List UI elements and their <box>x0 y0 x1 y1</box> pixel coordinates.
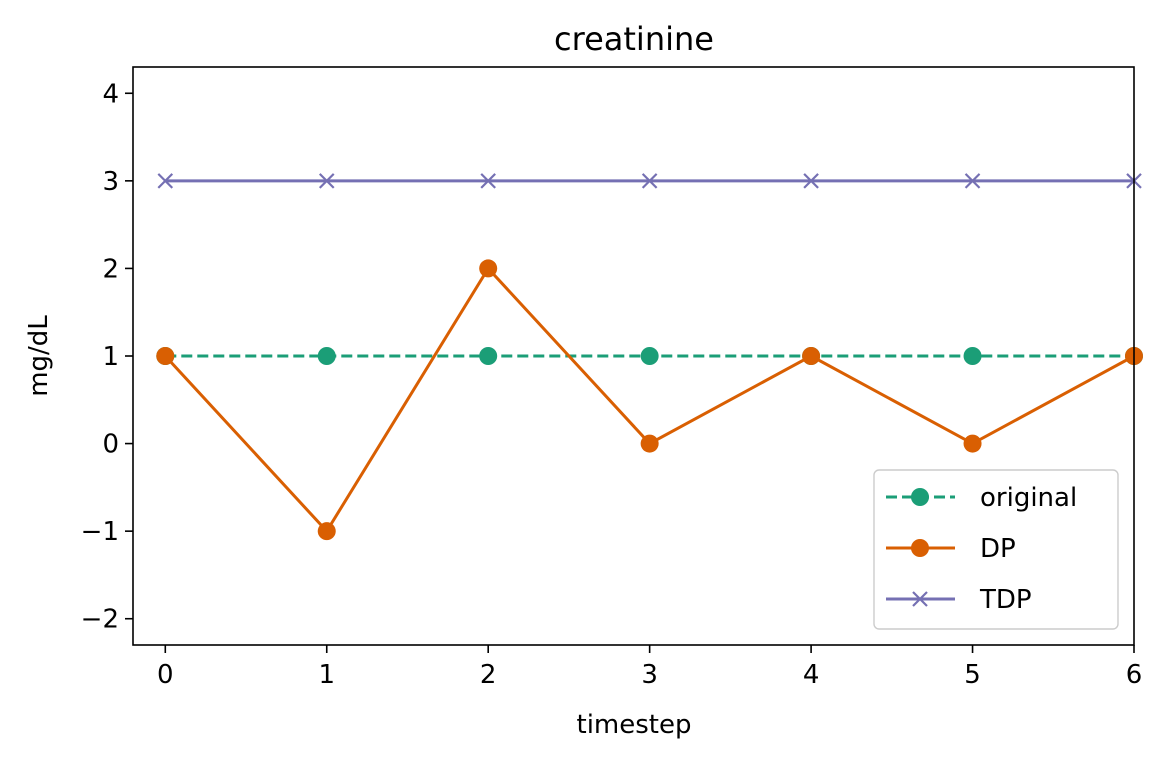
chart-title: creatinine <box>554 20 714 58</box>
y-tick-label: −1 <box>81 517 119 547</box>
y-axis-label: mg/dL <box>24 315 54 397</box>
y-tick-label: 1 <box>102 342 119 372</box>
data-point <box>963 434 982 453</box>
series-dp <box>156 259 1143 541</box>
x-tick-label: 5 <box>964 660 981 690</box>
legend-item: original <box>886 483 1077 513</box>
legend-box <box>873 469 1119 630</box>
x-tick-label: 4 <box>803 660 820 690</box>
legend-item: DP <box>886 534 1016 564</box>
legend-label: TDP <box>979 585 1032 615</box>
legend-item: TDP <box>886 585 1032 615</box>
x-tick-label: 3 <box>641 660 658 690</box>
series-tdp <box>157 173 1142 189</box>
data-point <box>802 347 821 365</box>
data-point <box>640 347 659 365</box>
legend-marker <box>912 591 928 607</box>
y-tick-label: −2 <box>81 605 119 635</box>
x-axis-label: timestep <box>577 710 692 740</box>
data-point <box>964 173 981 189</box>
data-point <box>318 173 335 189</box>
data-point <box>156 347 175 365</box>
series-original <box>156 347 1143 365</box>
legend-marker <box>911 488 929 506</box>
data-point <box>157 173 174 189</box>
legend: original DP TDP <box>873 469 1119 630</box>
data-point <box>641 173 658 189</box>
y-tick-label: 3 <box>102 167 119 197</box>
data-point <box>479 347 498 365</box>
y-tick-label: 2 <box>102 254 119 284</box>
data-point <box>479 259 498 278</box>
data-point <box>963 347 982 365</box>
legend-label: original <box>980 483 1077 513</box>
x-tick-label: 0 <box>157 660 174 690</box>
data-point <box>480 173 496 189</box>
y-axis: −2 −1 0 1 2 3 4 <box>81 79 133 635</box>
x-tick-label: 6 <box>1126 660 1143 690</box>
data-point <box>317 522 336 541</box>
y-tick-label: 0 <box>102 430 119 460</box>
legend-marker <box>911 539 929 557</box>
x-tick-label: 1 <box>318 660 335 690</box>
data-point <box>803 173 819 189</box>
legend-label: DP <box>980 534 1016 564</box>
data-point <box>640 434 659 453</box>
x-axis: 0 1 2 3 4 5 6 <box>157 645 1142 690</box>
x-tick-label: 2 <box>480 660 497 690</box>
data-point <box>317 347 336 365</box>
y-tick-label: 4 <box>102 79 119 109</box>
